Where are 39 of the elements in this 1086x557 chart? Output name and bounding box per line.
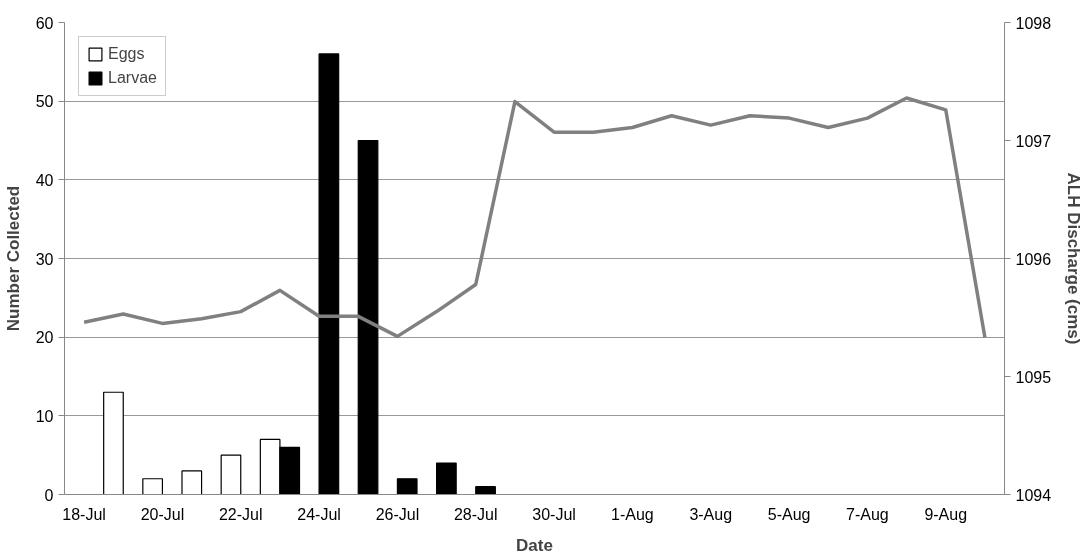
y2-tick-label: 1096 [1015,250,1052,268]
line-series [82,96,987,340]
y-tick-label: 20 [35,329,54,347]
x-tick-label: 1-Aug [611,505,654,523]
bar [142,478,164,495]
x-tick-label: 9-Aug [924,505,968,523]
bar [220,454,242,495]
bar [318,53,340,495]
x-tick-label: 30-Jul [532,505,576,523]
y2-tick-label: 1097 [1015,132,1052,150]
y-axis-title: Number Collected [3,185,23,332]
bar [475,486,496,495]
y-tick-label: 50 [35,93,54,111]
y2-tick-label: 1094 [1015,486,1052,504]
y2-tick-label: 1098 [1015,14,1052,32]
y2-axis-title: ALH Discharge (cms) [1064,172,1084,345]
y2-tick-label: 1095 [1015,368,1052,386]
x-tick-label: 7-Aug [846,505,889,523]
y-tick-label: 10 [35,407,54,425]
y-tick-label: 30 [35,250,54,268]
x-tick-label: 5-Aug [767,505,811,523]
x-tick-label: 20-Jul [140,505,185,523]
x-tick-label: 3-Aug [689,505,733,523]
bar [396,478,418,495]
x-tick-label: 18-Jul [62,505,106,523]
bar [103,391,124,495]
legend-label: Eggs [108,45,145,63]
x-tick-label: 28-Jul [453,505,498,523]
y-tick-label: 60 [35,14,54,32]
x-tick-label: 26-Jul [375,505,420,523]
bar [435,462,457,495]
legend-label: Larvae [108,69,157,87]
bar [357,139,379,495]
x-tick-label: 24-Jul [297,505,341,523]
x-tick-label: 22-Jul [218,505,263,523]
y-tick-label: 40 [35,171,54,189]
bar [181,470,203,495]
x-axis-title: Date [516,535,553,555]
y-tick-label: 0 [44,486,54,504]
